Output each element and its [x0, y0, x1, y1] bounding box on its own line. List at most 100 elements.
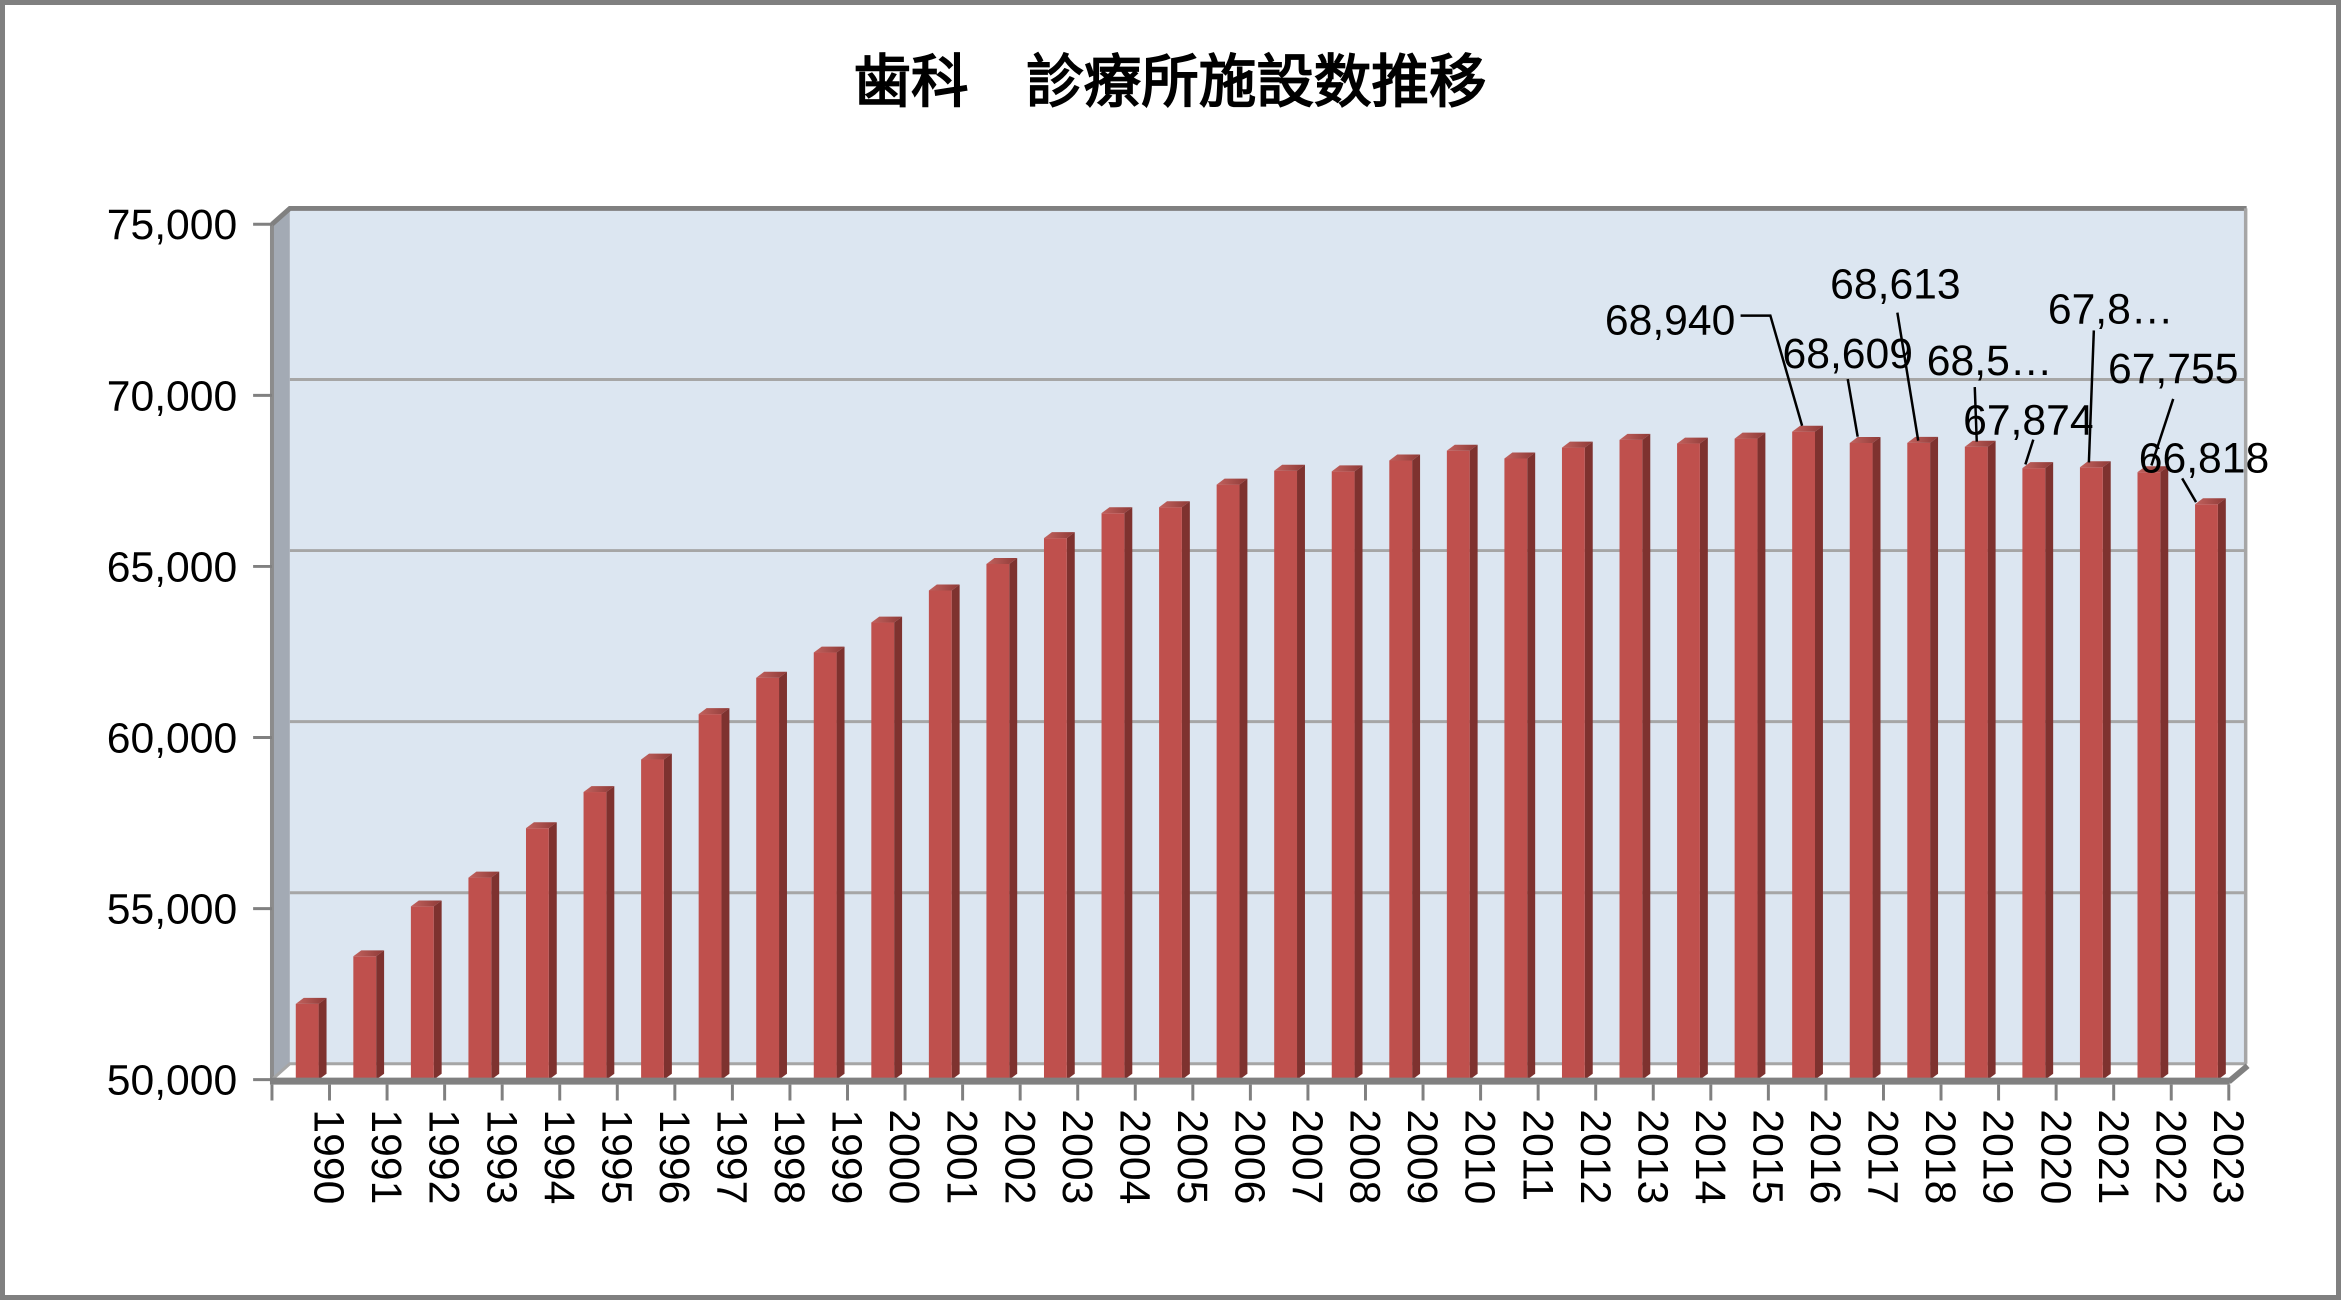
x-tick-label-2023: 2023 — [2204, 1109, 2252, 1204]
bar-2012 — [1561, 441, 1593, 1080]
bar-side-face-2005 — [1181, 501, 1190, 1080]
bar-2008 — [1331, 465, 1363, 1080]
bar-front-face-2023 — [2195, 504, 2218, 1080]
bar-side-face-1995 — [606, 786, 615, 1080]
data-label-2019: 68,5… — [1927, 337, 2053, 385]
bar-2009 — [1389, 454, 1421, 1080]
bar-2002 — [986, 557, 1018, 1080]
bar-top-face-2002 — [986, 557, 1018, 564]
x-tick-label-2004: 2004 — [1110, 1109, 1158, 1204]
bar-front-face-1997 — [698, 714, 722, 1080]
leader-line-2017 — [1846, 378, 1859, 437]
side-wall — [271, 208, 290, 1080]
bar-top-face-1993 — [468, 871, 500, 878]
leader-line-2019 — [1973, 386, 1978, 442]
bar-side-face-1998 — [779, 671, 787, 1080]
bar-side-face-2014 — [1699, 437, 1708, 1080]
bar-front-face-1993 — [468, 877, 492, 1080]
bar-1995 — [583, 786, 615, 1080]
bar-2000 — [871, 616, 903, 1080]
x-tick-label-2007: 2007 — [1283, 1109, 1331, 1204]
bar-top-face-2012 — [1561, 441, 1593, 448]
leader-line-2018 — [1896, 312, 1920, 441]
bar-front-face-1996 — [641, 759, 664, 1080]
bar-side-face-1994 — [548, 822, 557, 1080]
bar-front-face-2015 — [1734, 438, 1758, 1080]
bar-2003 — [1043, 532, 1075, 1080]
bar-front-face-1998 — [756, 677, 780, 1080]
bar-side-face-1993 — [491, 871, 500, 1080]
bar-side-face-2004 — [1124, 507, 1133, 1080]
bar-side-face-2012 — [1584, 441, 1593, 1080]
bar-top-face-2017 — [1849, 437, 1881, 443]
x-tick-label-2020: 2020 — [2031, 1109, 2079, 1204]
data-label-2016: 68,940 — [1605, 296, 1735, 344]
bar-front-face-2010 — [1446, 450, 1470, 1080]
x-tick-label-2022: 2022 — [2146, 1109, 2194, 1204]
chart-title: 歯科 診療所施設数推移 — [853, 50, 1486, 114]
bar-side-face-2018 — [1930, 436, 1939, 1080]
bar-top-face-2015 — [1734, 432, 1766, 439]
y-tick-label-75000: 75,000 — [107, 201, 237, 249]
bar-side-face-2010 — [1469, 444, 1478, 1080]
x-tick-label-2021: 2021 — [2089, 1109, 2137, 1204]
bar-front-face-2004 — [1101, 513, 1125, 1080]
bar-front-face-2018 — [1907, 442, 1931, 1080]
bar-side-face-1996 — [663, 753, 672, 1080]
x-tick-label-2002: 2002 — [995, 1109, 1043, 1204]
x-tick-label-1997: 1997 — [708, 1109, 756, 1204]
bar-1997 — [698, 708, 730, 1080]
bar-2021 — [2079, 461, 2111, 1080]
bar-front-face-2011 — [1504, 458, 1528, 1080]
x-tick-label-2010: 2010 — [1456, 1109, 1504, 1204]
bar-1993 — [468, 871, 500, 1080]
bar-side-face-2016 — [1815, 425, 1823, 1080]
data-label-2023: 66,818 — [2139, 434, 2269, 482]
x-tick-label-2006: 2006 — [1225, 1109, 1273, 1204]
bar-top-face-1990 — [295, 997, 327, 1004]
data-label-2020: 67,874 — [1963, 397, 2093, 445]
x-tick-label-1993: 1993 — [477, 1109, 525, 1204]
bar-2006 — [1216, 478, 1248, 1080]
x-tick-label-2000: 2000 — [880, 1109, 928, 1204]
bar-1992 — [410, 900, 442, 1080]
y-tick-label-50000: 50,000 — [107, 1057, 237, 1105]
bar-side-face-2021 — [2102, 461, 2111, 1080]
x-tick-label-2012: 2012 — [1571, 1109, 1619, 1204]
bar-top-face-2023 — [2195, 498, 2226, 505]
bar-front-face-2007 — [1274, 470, 1298, 1080]
x-tick-label-1998: 1998 — [765, 1109, 813, 1204]
bar-1994 — [525, 822, 557, 1080]
bar-front-face-2019 — [1964, 446, 1988, 1080]
bar-top-face-2020 — [2022, 462, 2054, 469]
bar-side-face-2017 — [1872, 437, 1881, 1080]
floor-back-edge — [270, 1062, 2247, 1081]
bar-2010 — [1446, 444, 1478, 1080]
bar-2022 — [2137, 466, 2169, 1080]
bar-top-face-1994 — [525, 822, 557, 829]
leader-line-2021 — [2087, 330, 2096, 463]
bar-top-face-2018 — [1907, 436, 1939, 443]
bar-side-face-2015 — [1757, 432, 1766, 1080]
bar-side-face-1997 — [721, 708, 730, 1080]
bar-side-face-1991 — [376, 950, 385, 1080]
bar-top-face-2013 — [1619, 433, 1651, 440]
x-tick-label-2015: 2015 — [1743, 1109, 1791, 1204]
bar-front-face-2008 — [1331, 471, 1355, 1080]
bar-front-face-2003 — [1043, 538, 1067, 1080]
bar-front-face-2021 — [2079, 467, 2103, 1080]
x-tick-label-2013: 2013 — [1628, 1109, 1676, 1204]
bar-side-face-2020 — [2045, 462, 2054, 1080]
bar-side-face-1999 — [836, 646, 845, 1080]
data-label-2017: 68,609 — [1783, 330, 1913, 378]
bar-1990 — [295, 997, 327, 1080]
bar-top-face-2003 — [1043, 532, 1075, 539]
bar-top-face-1992 — [410, 900, 442, 907]
bar-side-face-2019 — [1987, 440, 1996, 1080]
x-tick-label-2003: 2003 — [1053, 1109, 1101, 1204]
bar-front-face-2001 — [928, 590, 952, 1080]
x-tick-label-2016: 2016 — [1801, 1109, 1849, 1204]
bar-2020 — [2022, 462, 2054, 1080]
bar-front-face-2009 — [1389, 460, 1413, 1080]
x-axis-corner-edge — [2226, 1063, 2250, 1084]
